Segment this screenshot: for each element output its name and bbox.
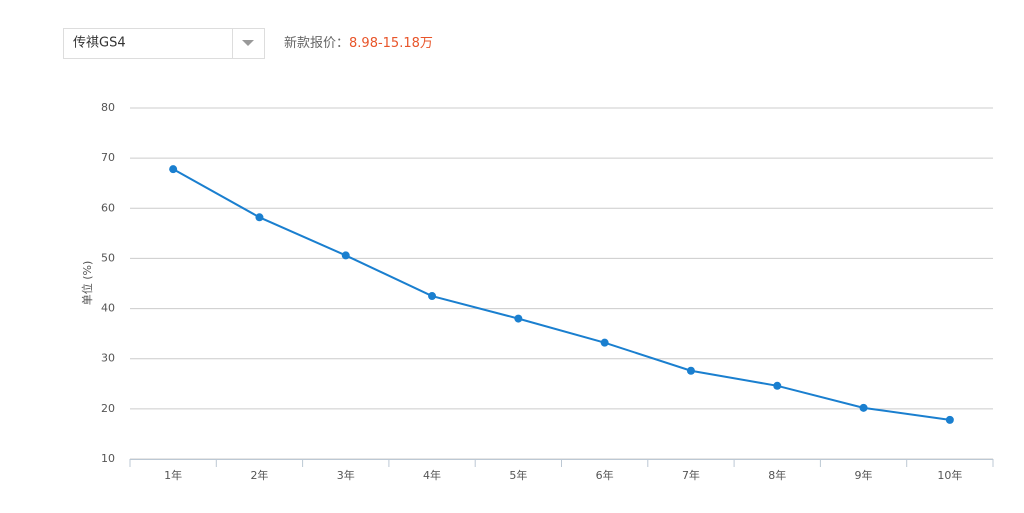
dropdown-box[interactable] <box>63 28 265 59</box>
point <box>600 338 609 347</box>
x-tick-label: 4年 <box>423 468 441 482</box>
point <box>773 381 782 390</box>
point <box>686 366 695 375</box>
point <box>341 251 350 260</box>
y-tick-label: 80 <box>101 101 115 114</box>
x-tick-label: 7年 <box>682 468 700 482</box>
car-selector[interactable]: 传祺GS4 <box>63 28 265 59</box>
price-value: 8.98-15.18万 <box>349 36 433 51</box>
x-tick-label: 1年 <box>164 468 182 482</box>
x-tick-label: 3年 <box>337 468 355 482</box>
x-tick-label: 9年 <box>855 468 873 482</box>
y-tick-label: 30 <box>101 352 115 365</box>
dropdown-arrow[interactable] <box>242 40 254 46</box>
y-tick-label: 40 <box>101 302 115 315</box>
price-text: 新款报价：8.98-15.18万 <box>284 35 433 51</box>
price-label: 新款报价： <box>284 35 349 51</box>
y-tick-label: 70 <box>101 151 115 164</box>
x-tick-label: 5年 <box>509 468 527 482</box>
point <box>255 213 264 222</box>
point <box>859 403 868 412</box>
point <box>428 292 437 301</box>
x-tick-label: 8年 <box>768 468 786 482</box>
point <box>169 165 178 174</box>
point <box>945 415 954 424</box>
y-tick-label: 50 <box>101 251 115 264</box>
x-tick-label: 2年 <box>250 468 268 482</box>
y-tick-label: 60 <box>101 201 115 214</box>
x-tick-label: 10年 <box>937 468 962 482</box>
x-tick-label: 6年 <box>596 468 614 482</box>
y-tick-label: 20 <box>101 402 115 415</box>
y-axis-label: 单位 (%) <box>80 261 94 306</box>
point <box>514 314 523 323</box>
dropdown-value[interactable]: 传祺GS4 <box>73 36 126 51</box>
line <box>172 168 950 421</box>
y-tick-label: 10 <box>101 452 115 465</box>
